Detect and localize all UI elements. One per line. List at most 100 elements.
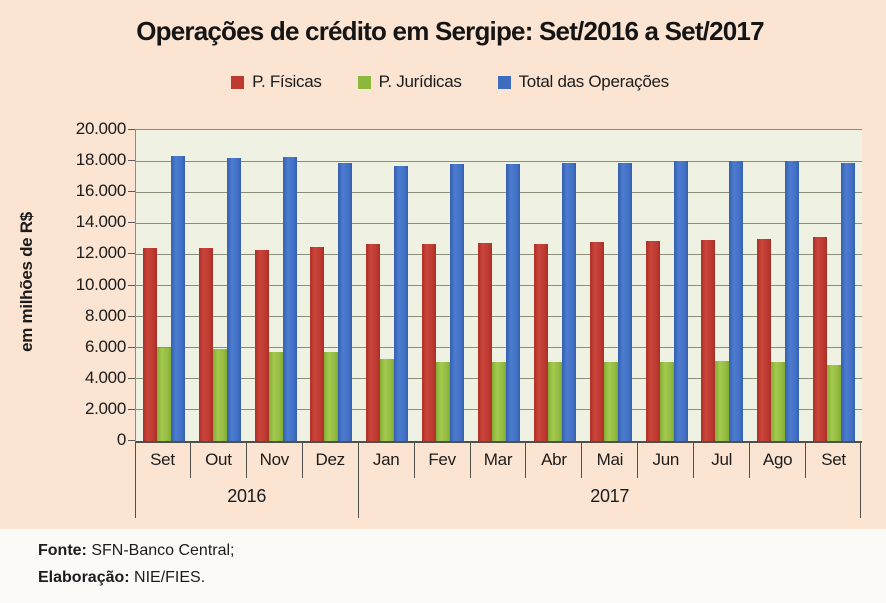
bar-pf-12 [813, 237, 828, 441]
bar-total-12 [841, 163, 856, 441]
axis-divider [358, 442, 360, 518]
x-tick-label: Set [150, 450, 175, 469]
gridline [136, 222, 862, 224]
y-tick-label: 0 [116, 430, 126, 449]
y-tick-label: 20.000 [75, 119, 127, 138]
x-axis-month-labels: Set Out Nov Dez Jan Fev Mar Abr Mai Jun Jul Ago Set [135, 442, 861, 478]
legend-item-total-operacoes: Total das Operações [497, 72, 669, 92]
bar-total-9 [673, 161, 688, 441]
footer-elaboration-value: NIE/FIES. [129, 569, 206, 586]
gridline [136, 191, 862, 193]
chart-legend: P. Físicas P. Jurídicas Total das Operaç… [0, 72, 886, 92]
y-tick-mark [128, 408, 135, 410]
y-tick-mark [128, 160, 135, 162]
year-group-label: 2017 [590, 486, 630, 506]
footer-source-label: Fonte: [38, 542, 87, 559]
x-tick-label: Dez [301, 442, 358, 478]
legend-label-pessoas-fisicas: P. Físicas [252, 72, 322, 91]
y-tick-label: 6.000 [84, 336, 126, 356]
footer-source-line: Fonte: SFN-Banco Central; [38, 537, 234, 564]
y-tick-label: 10.000 [75, 274, 127, 294]
x-tick-label: Jul [693, 442, 749, 478]
x-tick-label: Out [189, 442, 246, 478]
gridline [136, 347, 862, 349]
y-tick-mark [128, 284, 135, 286]
bar-pj-5 [436, 362, 451, 441]
plot-area [135, 129, 862, 443]
x-tick-label: Abr [525, 442, 581, 478]
legend-item-pessoas-fisicas: P. Físicas [231, 72, 322, 92]
legend-item-pessoas-juridicas: P. Jurídicas [357, 72, 462, 92]
bar-pf-10 [701, 240, 716, 441]
y-tick-mark [128, 440, 135, 441]
bar-pf-6 [478, 243, 492, 441]
bar-pf-1 [198, 248, 213, 441]
y-tick-mark [128, 377, 135, 379]
y-axis-tick-labels: 20.000 18.000 16.000 14.000 12.000 10.000 8.00… [30, 119, 135, 449]
chart-title: Operações de crédito em Sergipe: Set/201… [136, 16, 764, 46]
bar-total-4 [394, 166, 409, 441]
x-tick-label: Ago [749, 442, 805, 478]
footer-elaboration-label: Elaboração: [38, 569, 130, 586]
x-tick-label: Jan [357, 442, 414, 478]
y-tick-label: 12.000 [75, 243, 127, 263]
y-tick-mark [128, 191, 135, 193]
bar-pf-8 [589, 242, 604, 441]
bar-total-11 [785, 161, 800, 441]
y-tick-label: 16.000 [75, 181, 127, 201]
y-tick-label: 8.000 [84, 305, 126, 325]
bar-total-8 [617, 163, 632, 441]
y-tick-mark [128, 222, 135, 224]
y-tick-mark [128, 346, 135, 348]
chart-footer: Fonte: SFN-Banco Central; Elaboração: NI… [38, 537, 234, 591]
x-axis-year-labels: 2016 2017 [135, 478, 861, 518]
gridline [136, 160, 862, 162]
gridline [136, 285, 862, 286]
bar-pj-3 [324, 352, 339, 441]
y-tick-mark [128, 129, 135, 130]
y-tick-label: 18.000 [75, 150, 127, 170]
axis-divider [135, 442, 136, 518]
bar-pj-1 [212, 349, 227, 441]
bar-pj-6 [492, 362, 506, 441]
axis-divider [860, 442, 861, 518]
year-group-label: 2016 [227, 486, 267, 506]
footer-elaboration-line: Elaboração: NIE/FIES. [38, 564, 234, 591]
x-tick-label: Mar [469, 442, 526, 478]
bar-total-6 [506, 164, 520, 441]
x-tick-label: Set [805, 442, 861, 478]
bar-pj-9 [659, 362, 674, 441]
legend-label-pessoas-juridicas: P. Jurídicas [378, 72, 462, 91]
bar-pf-4 [366, 244, 381, 441]
y-tick-mark [128, 253, 135, 255]
bar-pf-2 [254, 250, 269, 441]
gridline [136, 253, 862, 255]
bar-pf-0 [142, 248, 157, 441]
x-tick-label: Mai [581, 442, 637, 478]
bar-total-2 [282, 157, 297, 441]
bar-pj-2 [268, 352, 283, 441]
bar-pj-4 [380, 359, 395, 441]
bar-pj-7 [547, 362, 562, 441]
bar-pf-9 [645, 241, 660, 441]
y-tick-label: 2.000 [84, 398, 126, 418]
x-tick-label: Jun [637, 442, 693, 478]
footer-source-value: SFN-Banco Central; [86, 542, 235, 559]
x-tick-label: Nov [245, 442, 302, 478]
bar-pf-7 [533, 244, 548, 441]
legend-swatch-blue [497, 75, 511, 89]
bar-total-10 [729, 161, 744, 441]
bar-pj-8 [603, 362, 618, 441]
bar-pj-0 [156, 348, 171, 441]
bar-pj-10 [715, 361, 730, 441]
legend-swatch-green [357, 75, 371, 89]
bar-total-5 [450, 164, 465, 441]
y-tick-mark [128, 315, 135, 317]
bar-total-3 [338, 163, 353, 441]
bar-total-7 [561, 163, 576, 441]
y-tick-label: 14.000 [75, 212, 127, 232]
y-tick-label: 4.000 [84, 367, 126, 387]
legend-swatch-red [231, 75, 245, 89]
x-tick-label: Fev [413, 442, 470, 478]
